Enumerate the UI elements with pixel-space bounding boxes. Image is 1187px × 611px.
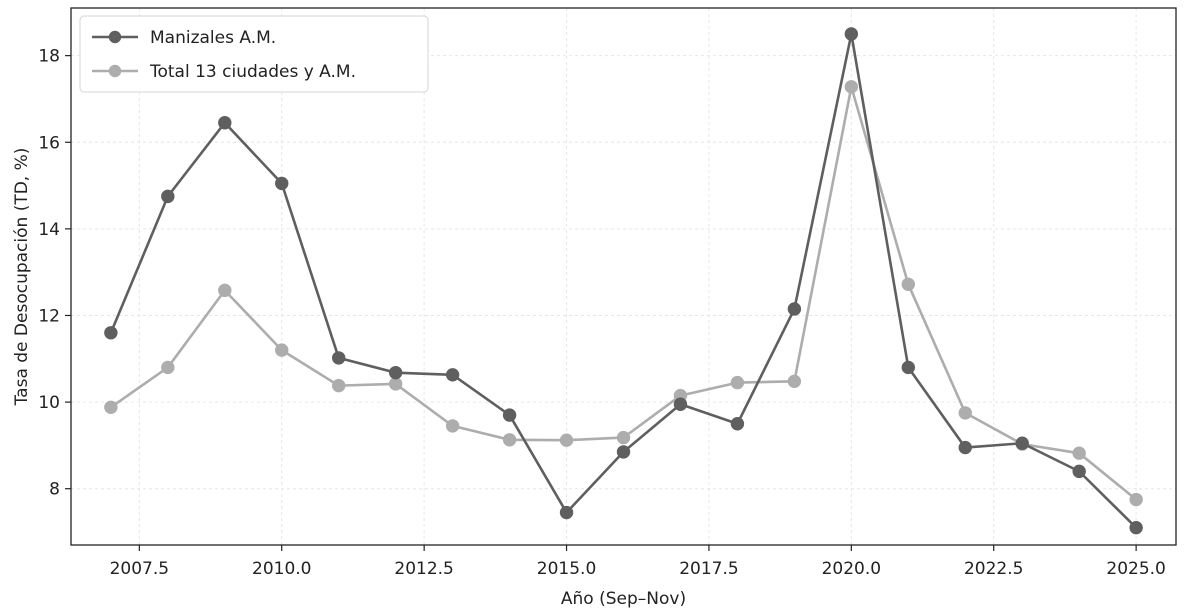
data-point bbox=[901, 360, 915, 375]
data-point bbox=[332, 378, 346, 393]
data-point bbox=[559, 433, 574, 447]
x-tick-label: 2022.5 bbox=[964, 559, 1023, 579]
data-point bbox=[1015, 436, 1029, 450]
data-point bbox=[787, 374, 802, 389]
data-point bbox=[844, 27, 859, 41]
data-point bbox=[616, 430, 631, 445]
data-point bbox=[275, 176, 289, 191]
data-point bbox=[502, 408, 517, 422]
ticks-layer: 2007.5 2010.0 2012.5 2015.0 2017.5 2020.0 2022… bbox=[38, 47, 1166, 579]
data-point bbox=[332, 351, 346, 365]
x-tick-label: 2010.0 bbox=[252, 559, 311, 579]
data-point bbox=[161, 360, 175, 375]
x-tick-label: 2007.5 bbox=[110, 559, 169, 579]
legend-label: Total 13 ciudades y A.M. bbox=[149, 62, 356, 82]
y-tick-label: 12 bbox=[38, 306, 60, 326]
y-tick-label: 10 bbox=[38, 393, 60, 413]
data-point bbox=[616, 445, 631, 459]
data-point bbox=[730, 375, 745, 390]
plot-frame bbox=[70, 7, 1177, 546]
data-point bbox=[502, 433, 517, 447]
data-point bbox=[1072, 446, 1086, 460]
data-point bbox=[104, 400, 118, 414]
y-tick-label: 14 bbox=[38, 220, 60, 240]
data-point bbox=[161, 189, 175, 204]
data-point bbox=[1072, 464, 1086, 479]
data-point bbox=[445, 419, 460, 433]
x-tick-label: 2012.5 bbox=[394, 559, 453, 579]
x-tick-label: 2017.5 bbox=[679, 559, 738, 579]
data-point bbox=[388, 377, 403, 391]
data-point bbox=[730, 417, 745, 431]
x-tick-label: 2025.0 bbox=[1106, 559, 1165, 579]
x-tick-label: 2015.0 bbox=[537, 559, 596, 579]
y-tick-label: 8 bbox=[49, 480, 60, 500]
data-point bbox=[1129, 520, 1143, 535]
legend-marker bbox=[108, 30, 122, 44]
x-tick-label: 2020.0 bbox=[822, 559, 881, 579]
data-point bbox=[388, 365, 403, 380]
data-point bbox=[787, 302, 802, 316]
data-point bbox=[958, 440, 972, 455]
y-tick-label: 18 bbox=[38, 47, 60, 67]
data-point bbox=[1129, 492, 1143, 507]
y-tick-label: 16 bbox=[38, 133, 60, 153]
data-point bbox=[218, 283, 232, 298]
legend-marker bbox=[108, 64, 122, 78]
x-axis-title: Año (Sep–Nov) bbox=[561, 589, 686, 609]
data-point bbox=[559, 505, 574, 520]
data-point bbox=[673, 397, 688, 411]
legend: Manizales A.M. Total 13 ciudades y A.M. bbox=[79, 15, 429, 93]
data-point bbox=[104, 326, 118, 340]
legend-box bbox=[79, 15, 429, 93]
data-point bbox=[844, 80, 859, 94]
y-axis-title: Tasa de Desocupación (TD, %) bbox=[12, 148, 32, 407]
grid-layer bbox=[71, 8, 1176, 545]
data-point bbox=[275, 343, 289, 357]
series-layer bbox=[104, 27, 1143, 535]
data-point bbox=[445, 368, 460, 382]
data-point bbox=[901, 277, 915, 291]
legend-label: Manizales A.M. bbox=[150, 28, 276, 48]
data-point bbox=[218, 116, 232, 130]
data-point bbox=[958, 406, 972, 420]
